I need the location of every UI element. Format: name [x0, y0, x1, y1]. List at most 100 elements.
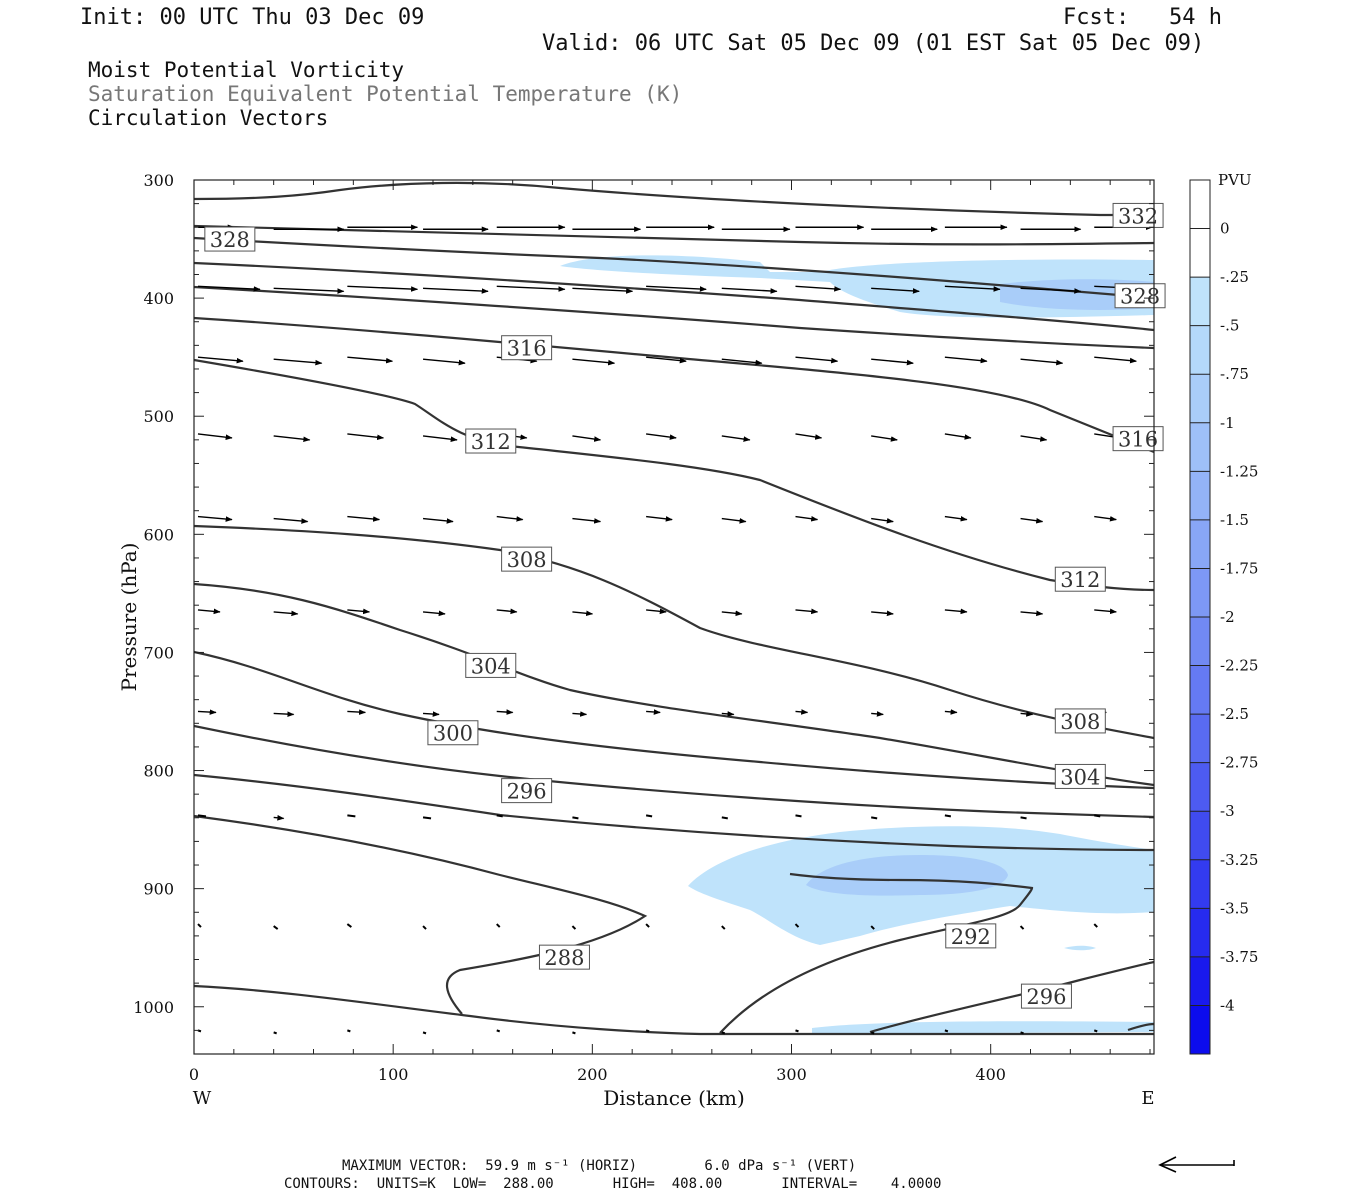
vector-arrow — [422, 610, 446, 617]
x-tick-label: 100 — [378, 1065, 409, 1084]
vector-arrow — [346, 923, 352, 928]
colorbar-swatch — [1190, 228, 1210, 278]
colorbar-swatch — [1190, 1005, 1210, 1055]
vector-arrow — [871, 517, 894, 524]
vector-arrow — [347, 608, 371, 615]
contour-label-box — [538, 944, 590, 970]
vector-arrow — [572, 435, 602, 442]
vector-arrow — [572, 610, 594, 617]
vector-arrow — [423, 287, 489, 294]
mpv-region-surface — [812, 1021, 1154, 1034]
vector-arrow — [646, 709, 661, 715]
vector-arrow — [347, 285, 419, 292]
vector-arrow — [347, 356, 394, 364]
colorbar-swatch — [1190, 617, 1210, 667]
vector-arrow — [1020, 287, 1082, 294]
tick-marks — [193, 179, 1154, 1055]
title-theta-es: Saturation Equivalent Potential Temperat… — [88, 82, 683, 106]
colorbar-label: -2.25 — [1220, 657, 1258, 675]
vector-arrow — [721, 610, 743, 617]
y-tick-label: 1000 — [133, 998, 174, 1017]
contour-label-box — [501, 778, 553, 804]
contour-label-box — [501, 546, 553, 572]
max-vector-info: MAXIMUM VECTOR: 59.9 m s⁻¹ (HORIZ) 6.0 d… — [342, 1158, 857, 1174]
vector-arrow — [1020, 435, 1048, 442]
colorbar-label: -.5 — [1220, 317, 1239, 335]
vector-arrow — [496, 285, 566, 292]
vector-arrow — [273, 1031, 277, 1035]
vector-arrow — [572, 711, 588, 717]
vector-arrow — [721, 358, 763, 366]
vector-arrow — [1094, 356, 1137, 364]
title-circulation: Circulation Vectors — [88, 106, 329, 130]
y-axis-label: Pressure (hPa) — [117, 543, 141, 692]
forecast-hour: Fcst: 54 h — [1063, 5, 1222, 30]
vector-arrow — [571, 925, 577, 930]
contour-label-box — [1054, 763, 1106, 789]
contour-surface — [194, 984, 1154, 1036]
colorbar-label: -2 — [1220, 608, 1235, 626]
x-end-label-east: E — [1141, 1088, 1154, 1109]
vector-arrow — [871, 435, 898, 442]
contour-312 — [194, 358, 1154, 592]
contour-label: 308 — [507, 548, 547, 572]
vector-arrow — [645, 814, 653, 818]
title-mpv: Moist Potential Vorticity — [88, 58, 405, 82]
vector-arrow — [197, 433, 233, 440]
colorbar-swatch — [1190, 714, 1210, 764]
contour-label: 328 — [210, 228, 250, 252]
colorbar-swatch — [1190, 908, 1210, 958]
colorbar-swatch — [1190, 665, 1210, 715]
contour-labels: 3323283283163163123123083083043043002962… — [204, 202, 1166, 1009]
colorbar-label: -2.75 — [1220, 754, 1258, 772]
colorbar-label: -1.5 — [1220, 511, 1249, 529]
vector-arrow — [572, 1031, 576, 1035]
contour-324 — [194, 261, 1154, 332]
vector-arrow — [422, 925, 427, 930]
contour-label-box — [1112, 202, 1164, 228]
vector-arrow — [273, 358, 323, 366]
contour-label: 300 — [433, 722, 473, 746]
vector-arrow — [496, 1029, 501, 1033]
colorbar-swatch — [1190, 859, 1210, 909]
contour-label-box — [1020, 983, 1072, 1009]
y-tick-label: 500 — [143, 407, 174, 426]
colorbar-swatch — [1190, 519, 1210, 569]
contour-292-loop — [719, 872, 1034, 1034]
contour-304 — [194, 582, 1154, 787]
vector-arrow — [1020, 816, 1027, 820]
vector-arrow — [944, 515, 968, 522]
vector-arrow — [795, 356, 839, 364]
y-tick-label: 700 — [143, 643, 174, 662]
contour-label-box — [1112, 426, 1164, 452]
init-time: Init: 00 UTC Thu 03 Dec 09 — [80, 5, 425, 30]
theta-es-contours — [194, 181, 1154, 1036]
colorbar-label: -1.75 — [1220, 559, 1258, 577]
vector-arrow — [496, 814, 503, 818]
y-tick-label: 600 — [143, 525, 174, 544]
vector-arrow — [721, 517, 747, 524]
circulation-vectors — [197, 224, 1154, 1035]
vector-arrow — [422, 517, 454, 524]
contour-label-box — [204, 226, 256, 252]
contour-label: 312 — [471, 430, 511, 454]
vector-arrow — [496, 709, 514, 715]
plot-frame — [193, 179, 1155, 1055]
vector-arrow — [795, 709, 809, 715]
x-axis-label: Distance (km) — [603, 1086, 745, 1110]
vector-arrow — [572, 816, 579, 820]
vector-arrow — [496, 515, 524, 522]
contour-288 — [194, 814, 648, 1015]
vector-arrow — [795, 433, 823, 440]
vector-arrow — [273, 610, 299, 617]
colorbar-label: -3 — [1220, 802, 1235, 820]
vector-arrow — [870, 925, 875, 930]
x-tick-label: 200 — [577, 1065, 608, 1084]
vector-arrow — [871, 610, 894, 617]
vector-arrow — [871, 287, 920, 294]
vector-arrow — [870, 1031, 875, 1035]
colorbar-swatch — [1190, 325, 1210, 375]
contour-label-box — [1054, 566, 1106, 592]
contour-label-box — [465, 428, 517, 454]
